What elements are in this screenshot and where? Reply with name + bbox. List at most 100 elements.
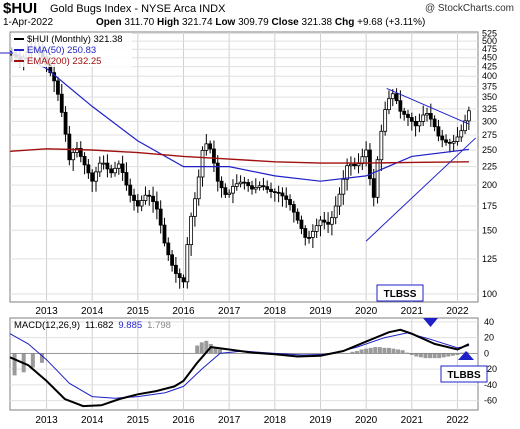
macd-histogram-bar — [446, 353, 451, 357]
price-candle-body — [97, 162, 102, 173]
price-candle-body — [406, 113, 410, 118]
price-candle-body — [116, 163, 121, 169]
price-y-tick-label: 200 — [482, 180, 497, 190]
macd-histogram-bar — [382, 347, 387, 354]
price-candle-body — [234, 183, 239, 187]
price-candle-body — [364, 149, 369, 158]
price-candle-body — [151, 195, 155, 203]
macd-histogram-bar — [368, 347, 373, 354]
macd-legend-entry: 9.885 — [118, 320, 142, 331]
chg-label: Chg — [334, 17, 355, 28]
price-x-tick-label: 2019 — [309, 306, 332, 317]
price-candle-body — [238, 181, 243, 185]
price-candle-body — [349, 163, 353, 167]
price-candle-body — [387, 98, 391, 111]
price-candle-body — [59, 93, 64, 113]
macd-histogram-bar — [418, 353, 423, 358]
macd-histogram-bar — [450, 353, 455, 356]
price-candle-body — [56, 80, 60, 95]
index-name: Gold Bugs Index - NYSE Arca INDX — [50, 3, 226, 15]
macd-histogram-bar — [12, 353, 17, 376]
price-candle-body — [94, 171, 98, 182]
price-candle-body — [329, 217, 334, 225]
price-y-tick-label: 425 — [482, 62, 497, 72]
macd-histogram-bar — [30, 353, 35, 368]
price-candle-body — [82, 156, 87, 166]
price-candle-body — [75, 148, 79, 153]
price-candle-body — [143, 194, 148, 201]
price-x-tick-label: 2016 — [172, 306, 195, 317]
price-candle-body — [299, 219, 304, 229]
credit[interactable]: @ StockCharts.com — [424, 3, 514, 14]
price-candle-body — [368, 149, 372, 180]
price-candle-body — [322, 219, 327, 223]
price-candle-body — [402, 110, 407, 115]
price-candle-body — [318, 219, 323, 227]
price-candle-body — [193, 198, 197, 217]
price-legend-entry: EMA(200) 232.25 — [27, 56, 101, 67]
price-candle-body — [466, 110, 471, 122]
price-candle-body — [307, 236, 311, 239]
macd-line — [9, 328, 470, 408]
price-candle-body — [257, 185, 262, 188]
price-candle-body — [242, 181, 247, 184]
price-candle-body — [444, 139, 448, 143]
price-candle-body — [284, 195, 289, 200]
price-candle-body — [455, 136, 460, 142]
price-x-tick-label: 2015 — [127, 306, 150, 317]
price-candle-body — [288, 199, 292, 205]
price-candle-body — [413, 120, 418, 127]
price-candle-body — [120, 163, 125, 173]
macd-histogram-bar — [195, 345, 200, 354]
macd-x-tick-label: 2018 — [264, 415, 287, 426]
price-candle-body — [170, 254, 174, 266]
price-x-tick-label: 2014 — [81, 306, 104, 317]
symbol: $HUI — [3, 0, 38, 17]
price-candle-body — [196, 176, 201, 200]
ema200-line — [9, 148, 469, 164]
low-label: Low — [215, 17, 236, 28]
price-candle-body — [280, 192, 285, 197]
macd-y-tick-label: 20 — [484, 333, 494, 343]
low-value: 309.79 — [238, 17, 269, 28]
price-candle-body — [421, 114, 426, 122]
price-candle-body — [71, 152, 76, 161]
macd-x-tick-label: 2016 — [172, 415, 195, 426]
price-candle-body — [158, 208, 163, 226]
macd-x-tick-label: 2015 — [127, 415, 150, 426]
price-candle-body — [269, 188, 273, 193]
price-candle-body — [109, 168, 114, 174]
macd-signal-line — [9, 332, 469, 399]
macd-histogram-bar — [199, 342, 204, 354]
price-candle-body — [341, 178, 346, 195]
price-y-tick-label: 475 — [482, 44, 497, 54]
price-candle-body — [352, 163, 357, 167]
price-candle-body — [105, 162, 110, 170]
price-candle-body — [291, 204, 296, 213]
price-x-tick-label: 2017 — [218, 306, 241, 317]
price-candle-body — [223, 187, 228, 195]
macd-histogram-bar — [455, 353, 460, 355]
macd-histogram-bar — [355, 351, 360, 354]
annotation-box — [440, 365, 488, 383]
price-candle-body — [147, 194, 152, 197]
macd-x-tick-label: 2021 — [401, 415, 424, 426]
price-candle-body — [67, 133, 72, 161]
macd-y-tick-label: 0 — [484, 348, 489, 358]
macd-histogram-bar — [386, 347, 391, 354]
macd-histogram-bar — [396, 349, 401, 354]
annotation-tlbss: TLBSS — [384, 289, 417, 300]
price-y-tick-label: 125 — [482, 254, 497, 264]
macd-histogram-bar — [409, 353, 414, 355]
macd-histogram-bar — [400, 350, 405, 354]
price-candle-body — [166, 242, 171, 256]
price-legend-entry: EMA(50) 250.83 — [27, 45, 96, 56]
macd-histogram-bar — [428, 353, 433, 359]
macd-y-tick-label: 40 — [484, 317, 494, 327]
price-candle-body — [356, 163, 361, 167]
price-candle-body — [463, 120, 467, 132]
price-y-tick-label: 350 — [482, 92, 497, 102]
price-y-tick-label: 300 — [482, 116, 497, 126]
trendline — [386, 87, 470, 125]
